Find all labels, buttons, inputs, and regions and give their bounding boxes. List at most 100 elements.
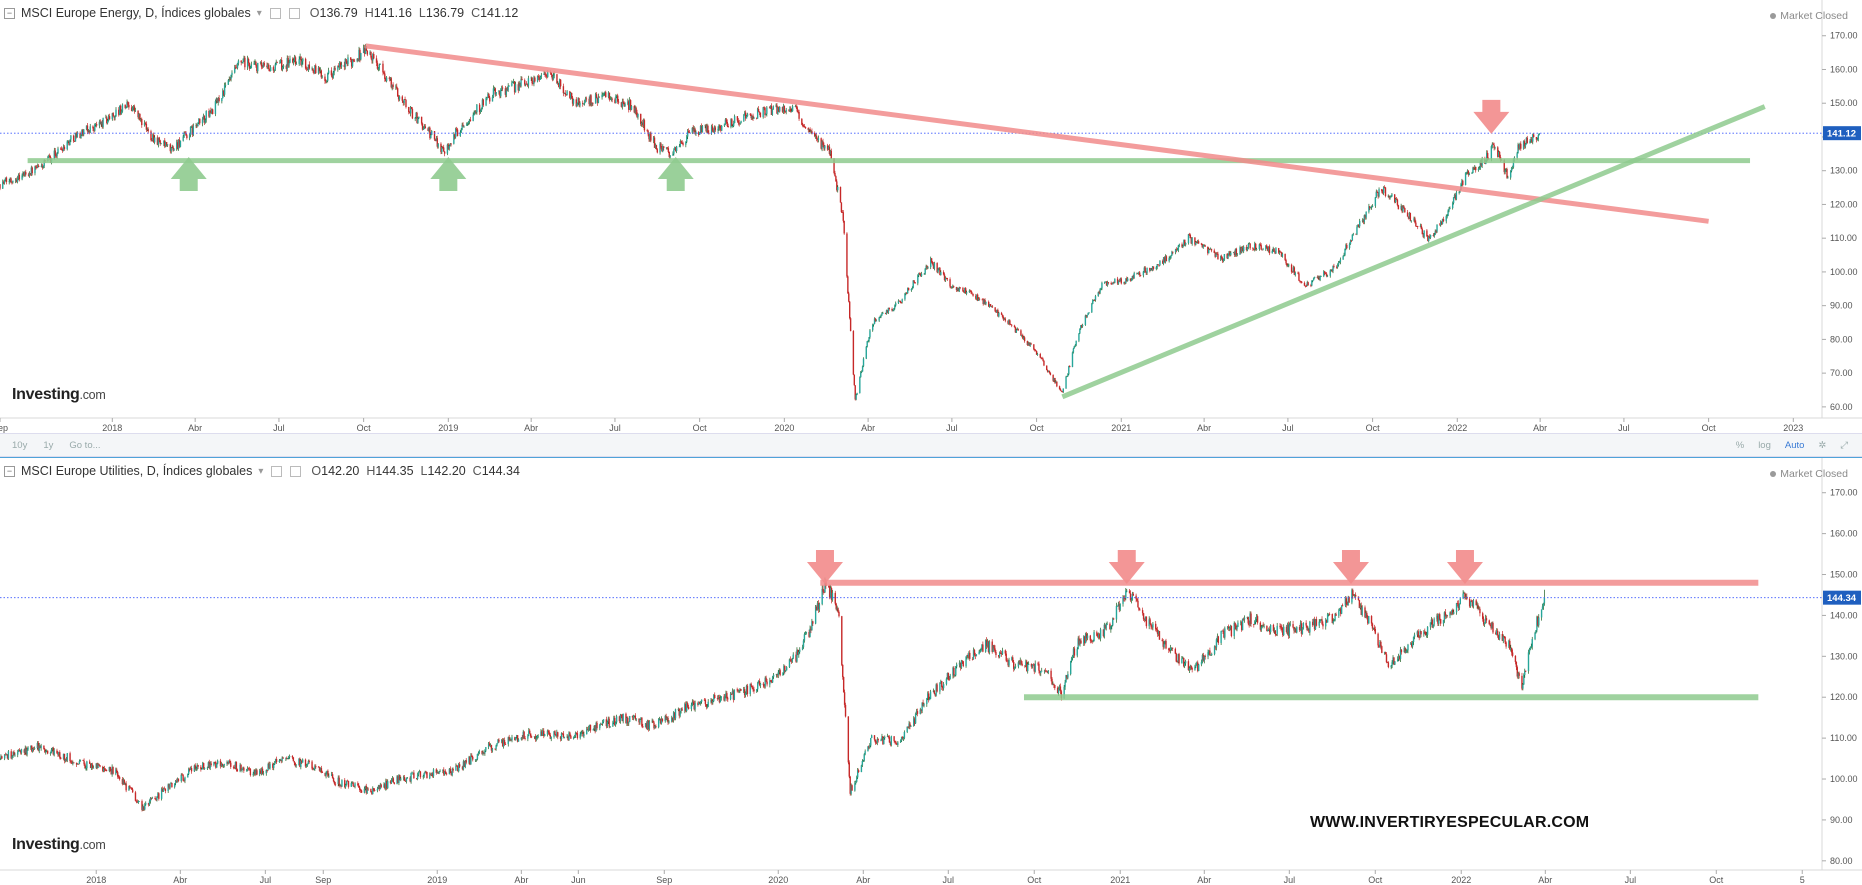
candle-body bbox=[343, 64, 345, 67]
candle-body bbox=[1178, 244, 1180, 246]
candle-body bbox=[273, 764, 275, 768]
settings-icon[interactable] bbox=[288, 7, 300, 19]
candle-body bbox=[791, 106, 794, 112]
candle-body bbox=[573, 735, 576, 737]
candle-body bbox=[1453, 612, 1455, 614]
candle-body bbox=[900, 737, 903, 741]
candle-body bbox=[608, 92, 611, 100]
utilities-chart-pane[interactable]: 80.00 90.00 100.00 110.00 120.00 130.00 140.00… bbox=[0, 457, 1862, 885]
fullscreen-icon[interactable]: ⤢ bbox=[1840, 440, 1848, 451]
candle-body bbox=[1429, 235, 1432, 238]
candle-body bbox=[1026, 341, 1029, 346]
collapse-icon[interactable]: − bbox=[4, 7, 15, 19]
candle-body bbox=[660, 143, 662, 148]
candle-body bbox=[1509, 640, 1511, 650]
candle-body bbox=[1502, 636, 1504, 641]
candle-body bbox=[1514, 655, 1517, 662]
range-10y-button[interactable]: 10y bbox=[12, 440, 28, 451]
chevron-down-icon[interactable]: ▾ bbox=[256, 7, 262, 19]
y-tick-label: 170.00 bbox=[1830, 31, 1858, 41]
candle-body bbox=[807, 128, 809, 131]
utilities-chart-svg[interactable]: 80.0090.00100.00110.00120.00130.00140.00… bbox=[0, 458, 1862, 885]
candle-body bbox=[195, 125, 197, 127]
candle-body bbox=[815, 135, 818, 140]
candle-body bbox=[405, 778, 408, 782]
utilities-title[interactable]: MSCI Europe Utilities, D, Índices global… bbox=[21, 464, 253, 478]
candle-body bbox=[114, 115, 116, 118]
candle-body bbox=[1292, 267, 1295, 273]
candle-body bbox=[1359, 220, 1361, 227]
candle-body bbox=[118, 109, 120, 115]
candle-body bbox=[285, 757, 287, 759]
settings-icon[interactable] bbox=[290, 465, 302, 477]
eye-icon[interactable] bbox=[269, 7, 281, 19]
candle-body bbox=[596, 722, 598, 729]
candle-body bbox=[711, 700, 713, 703]
candle-body bbox=[1056, 381, 1058, 387]
candle-body bbox=[67, 141, 69, 143]
candle-body bbox=[1358, 224, 1360, 227]
candle-body bbox=[603, 93, 605, 95]
goto-button[interactable]: Go to... bbox=[69, 440, 101, 451]
candle-body bbox=[174, 780, 177, 784]
settings-icon[interactable]: ✲ bbox=[1818, 440, 1827, 451]
candle-body bbox=[1162, 257, 1165, 264]
collapse-icon[interactable]: − bbox=[4, 465, 15, 477]
candle-body bbox=[1169, 650, 1171, 651]
eye-icon[interactable] bbox=[271, 465, 283, 477]
candle-body bbox=[884, 736, 886, 738]
candle-body bbox=[534, 736, 537, 740]
energy-chart-pane[interactable]: 60.00 70.00 80.00 90.00 100.00 110.00 120.00 13… bbox=[0, 0, 1862, 433]
candle-body bbox=[981, 644, 983, 650]
candle-body bbox=[281, 66, 284, 70]
candle-body bbox=[1386, 662, 1389, 663]
candle-body bbox=[595, 722, 597, 732]
candle-body bbox=[147, 129, 149, 132]
candle-body bbox=[383, 72, 385, 74]
candle-body bbox=[1300, 623, 1303, 634]
candle-body bbox=[325, 772, 327, 776]
candle-body bbox=[1245, 246, 1248, 251]
auto-scale-button[interactable]: Auto bbox=[1784, 440, 1805, 451]
candle-body bbox=[314, 65, 316, 74]
candle-body bbox=[1010, 324, 1012, 325]
log-scale-button[interactable]: log bbox=[1758, 440, 1771, 451]
candle-body bbox=[1520, 143, 1522, 149]
candle-body bbox=[292, 757, 295, 762]
candle-body bbox=[1060, 390, 1063, 392]
chevron-down-icon[interactable]: ▾ bbox=[258, 465, 264, 477]
candle-body bbox=[256, 65, 258, 72]
candle-body bbox=[403, 99, 405, 104]
candle-body bbox=[693, 702, 695, 710]
candle-body bbox=[950, 286, 952, 288]
energy-title[interactable]: MSCI Europe Energy, D, Índices globales bbox=[21, 6, 251, 20]
percent-scale-button[interactable]: % bbox=[1735, 440, 1745, 451]
candle-body bbox=[1169, 648, 1172, 651]
candle-body bbox=[731, 691, 734, 695]
candle-body bbox=[1313, 619, 1316, 630]
candle-body bbox=[476, 104, 478, 113]
candle-body bbox=[1288, 624, 1291, 636]
candle-body bbox=[921, 702, 923, 711]
candle-body bbox=[431, 773, 434, 777]
candle-body bbox=[508, 737, 510, 741]
candle-body bbox=[918, 273, 920, 276]
candle-body bbox=[34, 166, 36, 174]
candle-body bbox=[802, 125, 805, 127]
candle-body bbox=[766, 107, 768, 114]
candle-body bbox=[681, 708, 683, 711]
candle-body bbox=[932, 264, 935, 269]
candle-body bbox=[597, 96, 600, 103]
candle-body bbox=[357, 58, 359, 61]
candle-body bbox=[1304, 285, 1307, 287]
candle-body bbox=[621, 715, 623, 721]
range-1y-button[interactable]: 1y bbox=[43, 440, 54, 451]
candle-body bbox=[305, 68, 308, 70]
energy-chart-svg[interactable]: 60.0070.0080.0090.00100.00110.00120.0013… bbox=[0, 0, 1862, 433]
open-value: 136.79 bbox=[319, 6, 358, 20]
candle-body bbox=[1200, 243, 1203, 245]
candle-body bbox=[907, 726, 909, 728]
candle-body bbox=[160, 143, 162, 145]
candle-body bbox=[1498, 151, 1501, 158]
candle-body bbox=[1111, 625, 1113, 627]
